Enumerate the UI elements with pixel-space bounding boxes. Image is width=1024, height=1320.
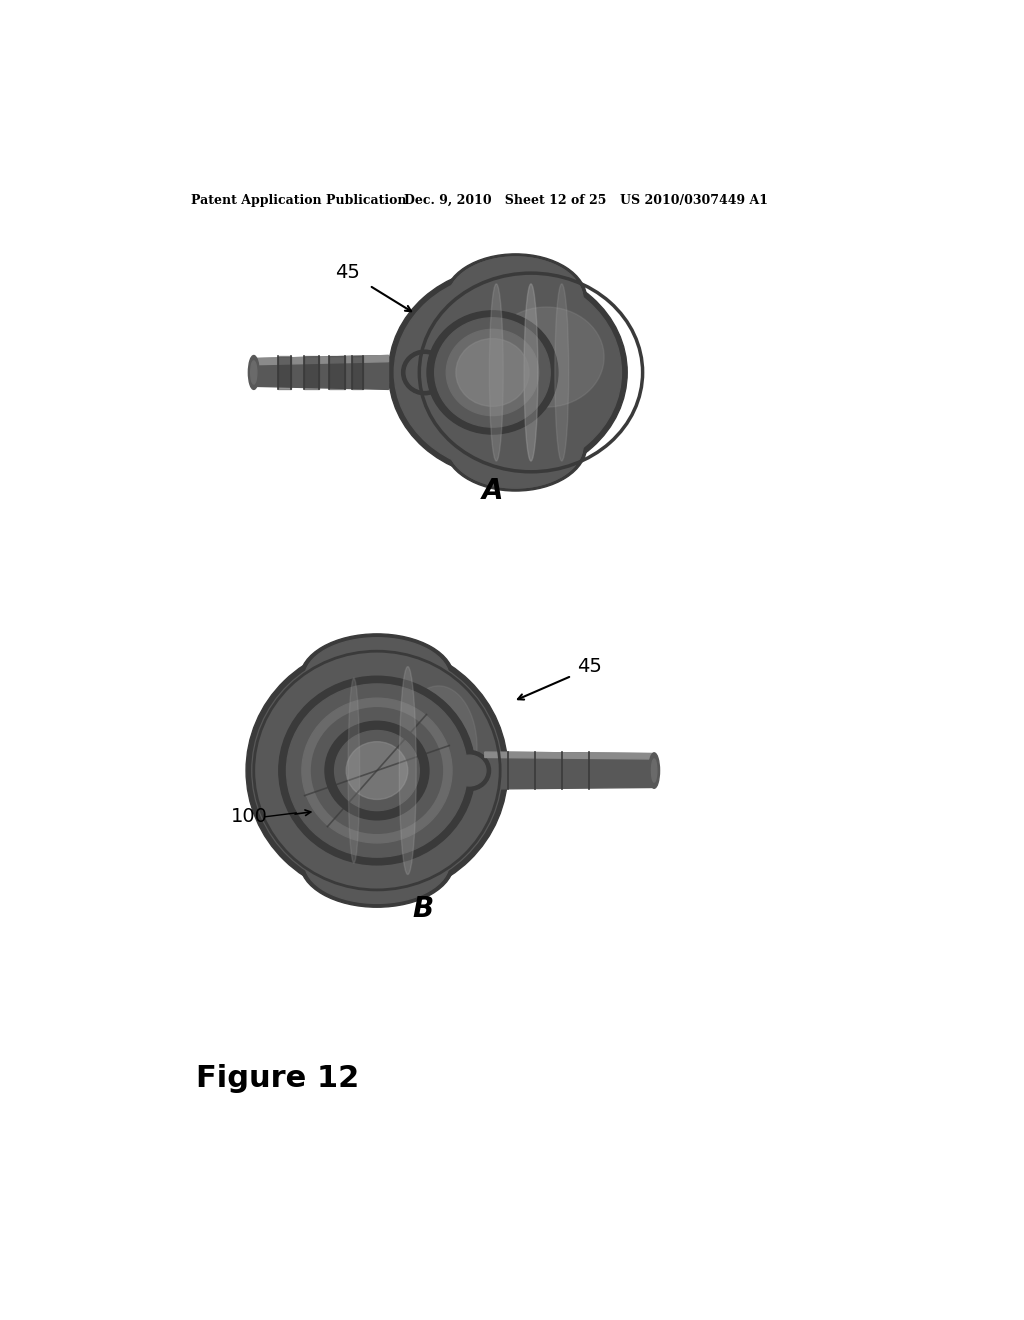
Ellipse shape [279, 676, 475, 865]
Polygon shape [352, 356, 364, 388]
Ellipse shape [488, 308, 604, 407]
Ellipse shape [252, 649, 502, 892]
Ellipse shape [335, 730, 419, 810]
Text: Figure 12: Figure 12 [196, 1064, 359, 1093]
Ellipse shape [300, 634, 454, 722]
Ellipse shape [311, 708, 442, 833]
Ellipse shape [304, 638, 450, 718]
Ellipse shape [304, 822, 450, 903]
Text: US 2010/0307449 A1: US 2010/0307449 A1 [620, 194, 768, 207]
Ellipse shape [249, 355, 259, 389]
Ellipse shape [444, 400, 587, 491]
Ellipse shape [651, 759, 656, 781]
Text: B: B [413, 895, 434, 923]
Text: A: A [481, 477, 503, 506]
Ellipse shape [449, 404, 583, 488]
Ellipse shape [399, 667, 416, 875]
Text: 100: 100 [230, 808, 267, 826]
Text: Patent Application Publication: Patent Application Publication [190, 194, 407, 207]
Text: 45: 45 [335, 263, 359, 282]
Ellipse shape [325, 721, 429, 820]
Ellipse shape [398, 276, 617, 470]
Ellipse shape [394, 272, 622, 473]
Ellipse shape [400, 686, 477, 809]
Ellipse shape [649, 752, 659, 788]
Ellipse shape [449, 257, 583, 342]
Ellipse shape [300, 818, 454, 907]
Ellipse shape [401, 350, 447, 395]
Ellipse shape [456, 339, 529, 407]
Ellipse shape [256, 653, 499, 888]
Polygon shape [484, 752, 654, 789]
Ellipse shape [444, 253, 587, 345]
Ellipse shape [524, 284, 538, 461]
Polygon shape [254, 355, 388, 389]
Ellipse shape [449, 257, 583, 342]
Ellipse shape [407, 355, 443, 391]
Ellipse shape [449, 751, 490, 791]
Polygon shape [484, 752, 654, 759]
Polygon shape [278, 356, 292, 388]
Ellipse shape [453, 755, 486, 785]
Ellipse shape [449, 404, 583, 488]
Ellipse shape [302, 698, 452, 843]
Text: Dec. 9, 2010   Sheet 12 of 25: Dec. 9, 2010 Sheet 12 of 25 [403, 194, 606, 207]
Polygon shape [254, 355, 388, 364]
Ellipse shape [435, 318, 550, 428]
Text: 45: 45 [578, 657, 602, 676]
Ellipse shape [251, 360, 257, 384]
Ellipse shape [446, 330, 539, 416]
Polygon shape [304, 356, 319, 388]
Ellipse shape [555, 284, 568, 461]
Ellipse shape [246, 644, 508, 898]
Ellipse shape [348, 678, 359, 863]
Ellipse shape [388, 267, 628, 478]
Ellipse shape [346, 742, 408, 800]
Polygon shape [330, 356, 345, 388]
Ellipse shape [287, 684, 467, 857]
Ellipse shape [427, 312, 558, 434]
Ellipse shape [489, 284, 503, 461]
